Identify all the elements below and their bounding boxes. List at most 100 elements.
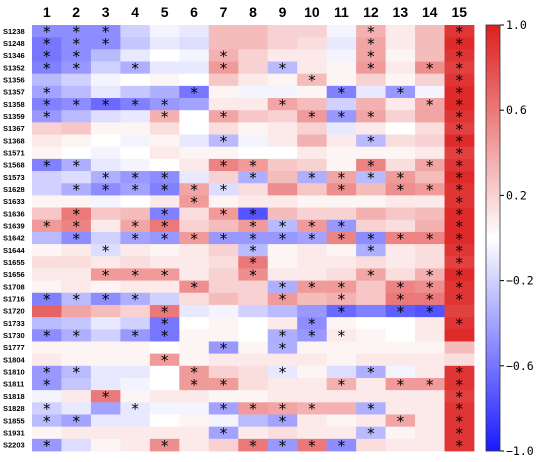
heatmap-cell bbox=[297, 37, 328, 50]
significance-star: * bbox=[456, 108, 464, 126]
significance-star: * bbox=[72, 23, 80, 41]
significance-star: * bbox=[131, 230, 139, 248]
heatmap-cell bbox=[444, 268, 475, 281]
heatmap-cell bbox=[326, 268, 357, 281]
heatmap-cell bbox=[385, 365, 416, 379]
significance-star: * bbox=[220, 47, 228, 65]
row-label: S2203 bbox=[3, 441, 25, 450]
heatmap-cell bbox=[415, 158, 445, 172]
heatmap-cell bbox=[385, 268, 416, 281]
heatmap-cell bbox=[267, 37, 298, 50]
heatmap-cell bbox=[179, 438, 210, 452]
heatmap-cell bbox=[385, 317, 416, 330]
heatmap-cell bbox=[297, 183, 328, 196]
significance-star: * bbox=[367, 242, 375, 260]
significance-star: * bbox=[456, 47, 464, 65]
heatmap-cell bbox=[326, 219, 357, 233]
heatmap-cell bbox=[297, 414, 328, 428]
significance-star: * bbox=[190, 230, 198, 248]
significance-star: * bbox=[72, 35, 80, 53]
heatmap-cell bbox=[120, 85, 151, 99]
significance-star: * bbox=[279, 437, 287, 455]
significance-star: * bbox=[397, 291, 405, 309]
heatmap-cell bbox=[208, 146, 239, 160]
heatmap-cell bbox=[297, 365, 328, 379]
significance-star: * bbox=[72, 181, 80, 199]
heatmap-cell bbox=[385, 414, 416, 428]
heatmap-cell bbox=[415, 110, 445, 123]
heatmap-cell bbox=[385, 244, 416, 257]
heatmap-cell bbox=[179, 85, 210, 99]
heatmap-cell bbox=[385, 37, 416, 50]
heatmap-cell bbox=[32, 207, 62, 221]
significance-star: * bbox=[308, 230, 316, 248]
heatmap-cell bbox=[356, 219, 386, 233]
column-label: 15 bbox=[451, 4, 467, 20]
heatmap-cell bbox=[267, 146, 298, 160]
significance-star: * bbox=[220, 59, 228, 77]
heatmap-cell bbox=[90, 438, 121, 452]
significance-star: * bbox=[456, 132, 464, 150]
significance-star: * bbox=[220, 181, 228, 199]
row-label: S1644 bbox=[3, 246, 26, 255]
heatmap-cell bbox=[356, 158, 386, 172]
heatmap-cell bbox=[149, 49, 180, 62]
heatmap-cell bbox=[326, 61, 357, 75]
significance-star: * bbox=[43, 400, 51, 418]
heatmap-cell bbox=[267, 341, 298, 355]
heatmap-cell bbox=[120, 414, 151, 428]
significance-star: * bbox=[456, 412, 464, 430]
heatmap-cell bbox=[149, 329, 180, 342]
significance-star: * bbox=[131, 181, 139, 199]
column-label: 13 bbox=[393, 4, 409, 20]
significance-star: * bbox=[72, 291, 80, 309]
heatmap-cell bbox=[32, 98, 62, 111]
heatmap-cell bbox=[32, 280, 62, 294]
significance-star: * bbox=[43, 376, 51, 394]
heatmap-cell bbox=[326, 85, 357, 99]
heatmap-cell bbox=[415, 377, 445, 391]
heatmap-cell bbox=[120, 195, 151, 208]
significance-star: * bbox=[426, 376, 434, 394]
heatmap-cell bbox=[61, 426, 92, 440]
heatmap-cell bbox=[32, 134, 62, 148]
heatmap-cell bbox=[444, 122, 475, 135]
significance-star: * bbox=[43, 35, 51, 53]
heatmap-cell bbox=[149, 146, 180, 160]
heatmap-cell bbox=[179, 292, 210, 306]
column-label: 3 bbox=[102, 4, 110, 20]
heatmap-cell bbox=[385, 183, 416, 196]
heatmap-cell bbox=[149, 61, 180, 75]
heatmap-cell bbox=[120, 268, 151, 281]
heatmap-cell bbox=[32, 317, 62, 330]
heatmap-cell bbox=[208, 390, 239, 403]
significance-star: * bbox=[220, 230, 228, 248]
significance-star: * bbox=[72, 96, 80, 114]
significance-star: * bbox=[161, 230, 169, 248]
heatmap-cell bbox=[238, 158, 269, 172]
heatmap-cell bbox=[415, 414, 445, 428]
heatmap-cell bbox=[90, 171, 121, 184]
heatmap-cell bbox=[415, 122, 445, 135]
heatmap-cell bbox=[120, 317, 151, 330]
heatmap-cell bbox=[326, 414, 357, 428]
column-label: 7 bbox=[220, 4, 228, 20]
heatmap-cell bbox=[356, 341, 386, 355]
heatmap-cell bbox=[120, 98, 151, 111]
heatmap-cell bbox=[326, 317, 357, 330]
heatmap-cell bbox=[61, 414, 92, 428]
row-label: S1720 bbox=[3, 307, 25, 316]
heatmap-cell bbox=[326, 171, 357, 184]
heatmap-cell bbox=[179, 365, 210, 379]
row-label: S1636 bbox=[3, 209, 25, 218]
heatmap-cell bbox=[120, 292, 151, 306]
heatmap-cell bbox=[149, 426, 180, 440]
heatmap-cell bbox=[179, 426, 210, 440]
heatmap-cell bbox=[385, 73, 416, 87]
row-label: S1828 bbox=[3, 404, 25, 413]
significance-star: * bbox=[456, 400, 464, 418]
heatmap-cell bbox=[415, 256, 445, 269]
heatmap-cell bbox=[297, 73, 328, 87]
heatmap-cell bbox=[179, 146, 210, 160]
heatmap-cell bbox=[356, 134, 386, 148]
